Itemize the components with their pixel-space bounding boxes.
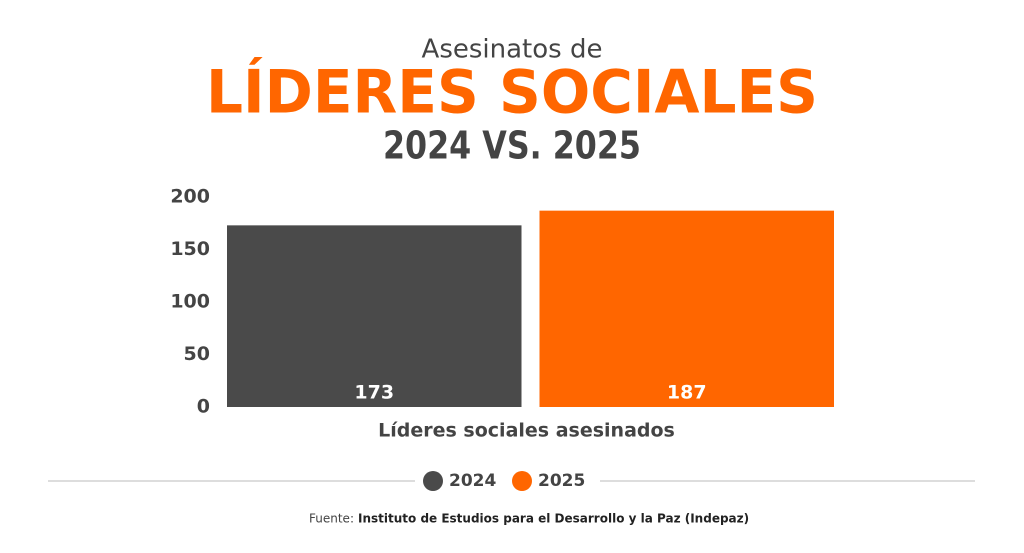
chart-title: LÍDERES SOCIALES: [206, 56, 818, 128]
legend-swatch: [423, 471, 443, 491]
bar: [227, 225, 522, 407]
chart-pretitle: Asesinatos de: [422, 35, 603, 65]
chart-subtitle: 2024 VS. 2025: [383, 124, 641, 168]
y-tick-label: 150: [170, 238, 210, 260]
legend-label: 2024: [449, 471, 496, 491]
y-tick-label: 200: [170, 186, 210, 208]
legend-swatch: [512, 471, 532, 491]
x-tick-label: Líderes sociales asesinados: [378, 420, 675, 442]
y-tick-label: 50: [184, 343, 210, 365]
bar: [539, 210, 834, 407]
source: Instituto de Estudios para el Desarrollo…: [358, 512, 749, 526]
legend-label: 2025: [538, 471, 585, 491]
y-tick-label: 0: [197, 396, 210, 418]
y-tick-label: 100: [170, 291, 210, 313]
data-label: 173: [354, 382, 394, 404]
source-label: Fuente:: [309, 512, 354, 526]
data-label: 187: [667, 382, 707, 404]
